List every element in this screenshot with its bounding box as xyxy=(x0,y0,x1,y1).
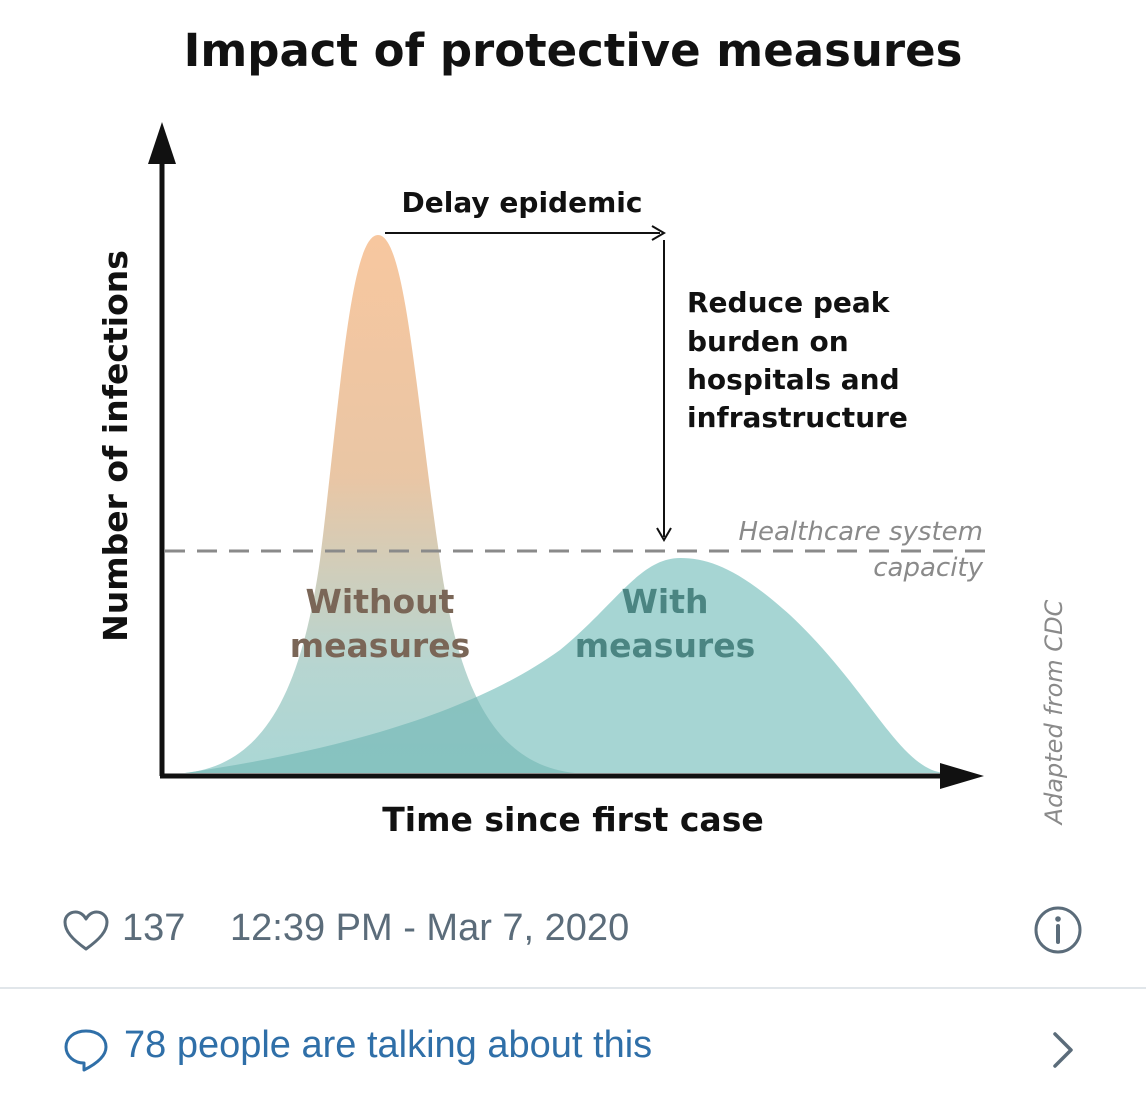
capacity-label-line-1: Healthcare system xyxy=(738,517,983,547)
without-measures-label-line-2: measures xyxy=(290,626,470,665)
divider xyxy=(0,987,1146,989)
with-measures-label-line-2: measures xyxy=(575,626,755,665)
delay-epidemic-label: Delay epidemic xyxy=(402,186,643,219)
capacity-label-line-2: capacity xyxy=(873,553,983,583)
speech-bubble-icon xyxy=(62,1026,110,1078)
y-axis-arrowhead xyxy=(148,122,176,164)
people-talking-link[interactable]: 78 people are talking about this xyxy=(124,1024,653,1066)
x-axis-arrowhead xyxy=(940,763,984,789)
tweet-meta-row: 137 12:39 PM - Mar 7, 2020 xyxy=(0,895,1146,965)
reduce-peak-label-line-1: Reduce peak xyxy=(687,286,891,319)
reduce-peak-label-line-4: infrastructure xyxy=(687,401,908,434)
heart-icon[interactable] xyxy=(62,909,110,957)
conversation-link-row[interactable]: 78 people are talking about this xyxy=(0,1008,1146,1088)
like-count[interactable]: 137 xyxy=(122,907,186,949)
with-measures-label-line-1: With xyxy=(622,582,709,621)
without-measures-label-line-1: Without xyxy=(306,582,455,621)
chart-title: Impact of protective measures xyxy=(184,24,963,77)
with-measures-curve xyxy=(185,558,945,773)
tweet-image-figure[interactable]: Impact of protective measures Number of … xyxy=(0,0,1146,890)
without-measures-curve xyxy=(185,235,575,773)
tweet-timestamp[interactable]: 12:39 PM - Mar 7, 2020 xyxy=(230,907,630,949)
x-axis-label: Time since first case xyxy=(382,800,763,839)
y-axis-label: Number of infections xyxy=(96,250,135,642)
reduce-peak-label-line-2: burden on xyxy=(687,325,849,358)
info-icon[interactable] xyxy=(1033,905,1083,959)
delay-arrowhead xyxy=(651,225,666,241)
reduce-peak-label-line-3: hospitals and xyxy=(687,363,900,396)
reduce-peak-arrowhead xyxy=(656,527,672,542)
infection-curve-diagram: Impact of protective measures Number of … xyxy=(96,24,1068,839)
chevron-right-icon[interactable] xyxy=(1050,1030,1076,1074)
source-credit: Adapted from CDC xyxy=(1040,599,1068,826)
